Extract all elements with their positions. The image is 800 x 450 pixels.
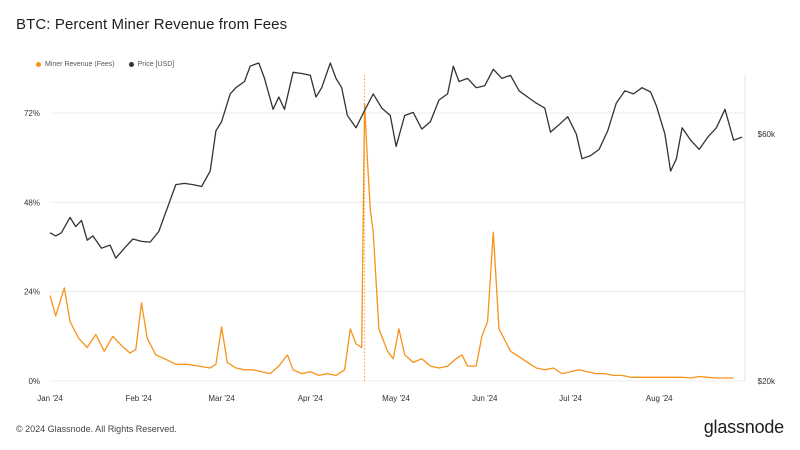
x-tick-label: Apr '24 xyxy=(298,394,324,403)
legend-fees-swatch xyxy=(36,62,41,67)
copyright-text: © 2024 Glassnode. All Rights Reserved. xyxy=(16,424,177,434)
y-left-tick-label: 72% xyxy=(24,109,40,118)
x-tick-label: Jun '24 xyxy=(472,394,498,403)
legend-price-label: Price [USD] xyxy=(137,61,175,68)
y-left-tick-label: 24% xyxy=(24,288,40,297)
y-left-tick-label: 48% xyxy=(24,198,40,207)
glassnode-logo: glassnode xyxy=(703,417,784,437)
fees-series-line[interactable] xyxy=(49,103,734,379)
grid-lines xyxy=(50,75,746,382)
x-tick-label: Feb '24 xyxy=(125,394,152,403)
legend-item-fees[interactable]: Miner Revenue (Fees) xyxy=(36,61,115,68)
y-right-tick-label: $60k xyxy=(758,130,776,139)
legend-item-price[interactable]: Price [USD] xyxy=(128,61,175,68)
x-tick-label: May '24 xyxy=(382,394,410,403)
chart-title: BTC: Percent Miner Revenue from Fees xyxy=(16,16,288,33)
x-tick-label: Jan '24 xyxy=(37,394,63,403)
price-series-line[interactable] xyxy=(49,62,743,259)
x-tick-label: Jul '24 xyxy=(559,394,582,403)
series-lines xyxy=(49,62,743,379)
x-tick-label: Mar '24 xyxy=(208,394,235,403)
axis-labels: 0% 24% 48% 72% $20k $60k Jan '24 Feb '24 Mar '24… xyxy=(24,109,776,403)
y-right-tick-label: $20k xyxy=(758,377,776,386)
y-left-tick-label: 0% xyxy=(28,377,40,386)
legend-fees-label: Miner Revenue (Fees) xyxy=(45,61,115,68)
legend-price-swatch xyxy=(128,62,134,67)
x-tick-label: Aug '24 xyxy=(646,394,673,403)
chart-legend: Miner Revenue (Fees) Price [USD] xyxy=(36,61,174,68)
